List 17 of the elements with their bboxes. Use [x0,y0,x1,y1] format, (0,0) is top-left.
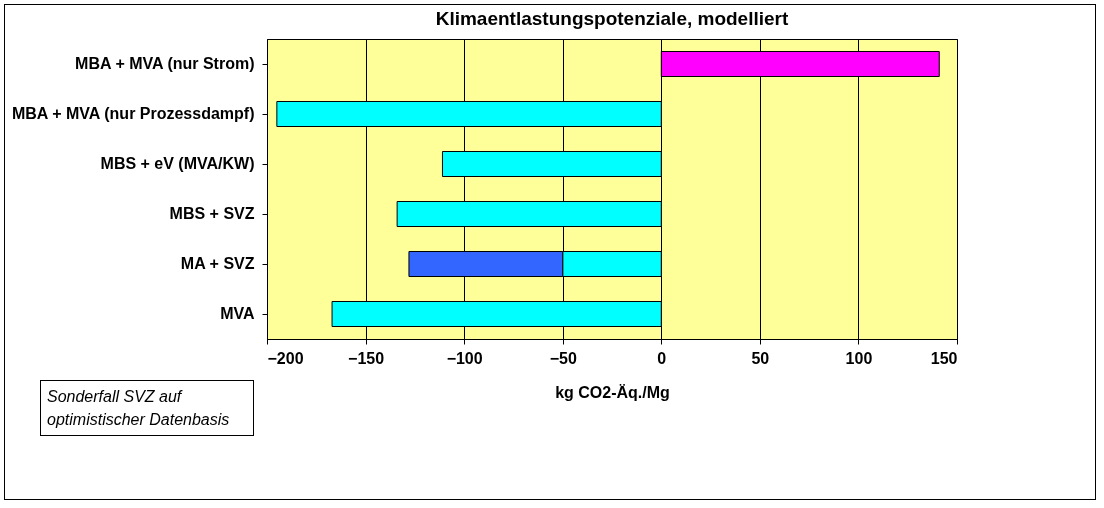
x-tick-label: −50 [549,349,577,367]
y-tick-label: MBA + MVA (nur Prozessdampf) [11,105,255,122]
x-tick-label: 0 [657,349,667,367]
x-tick-label: 150 [930,349,958,367]
text: Sonderfall SVZ auf optimistischer Datenbasis [40,380,254,436]
y-tick-label: MBS + eV (MVA/KW) [100,155,255,172]
y-tick-label: MVA [220,305,255,322]
x-tick-label: −200 [267,349,304,367]
y-tick-label: MBA + MVA (nur Strom) [75,55,255,72]
x-tick-label: 100 [845,349,873,367]
x-tick-label: 50 [751,349,770,367]
x-tick-label: −150 [348,349,385,367]
y-tick-label: MA + SVZ [180,255,255,272]
x-axis-title: kg CO2-Äq./Mg [555,383,670,401]
y-tick-label: MBS + SVZ [169,205,255,222]
chart-title: Klimaentlastungspotenziale, modelliert [435,8,789,29]
x-tick-label: −100 [446,349,483,367]
